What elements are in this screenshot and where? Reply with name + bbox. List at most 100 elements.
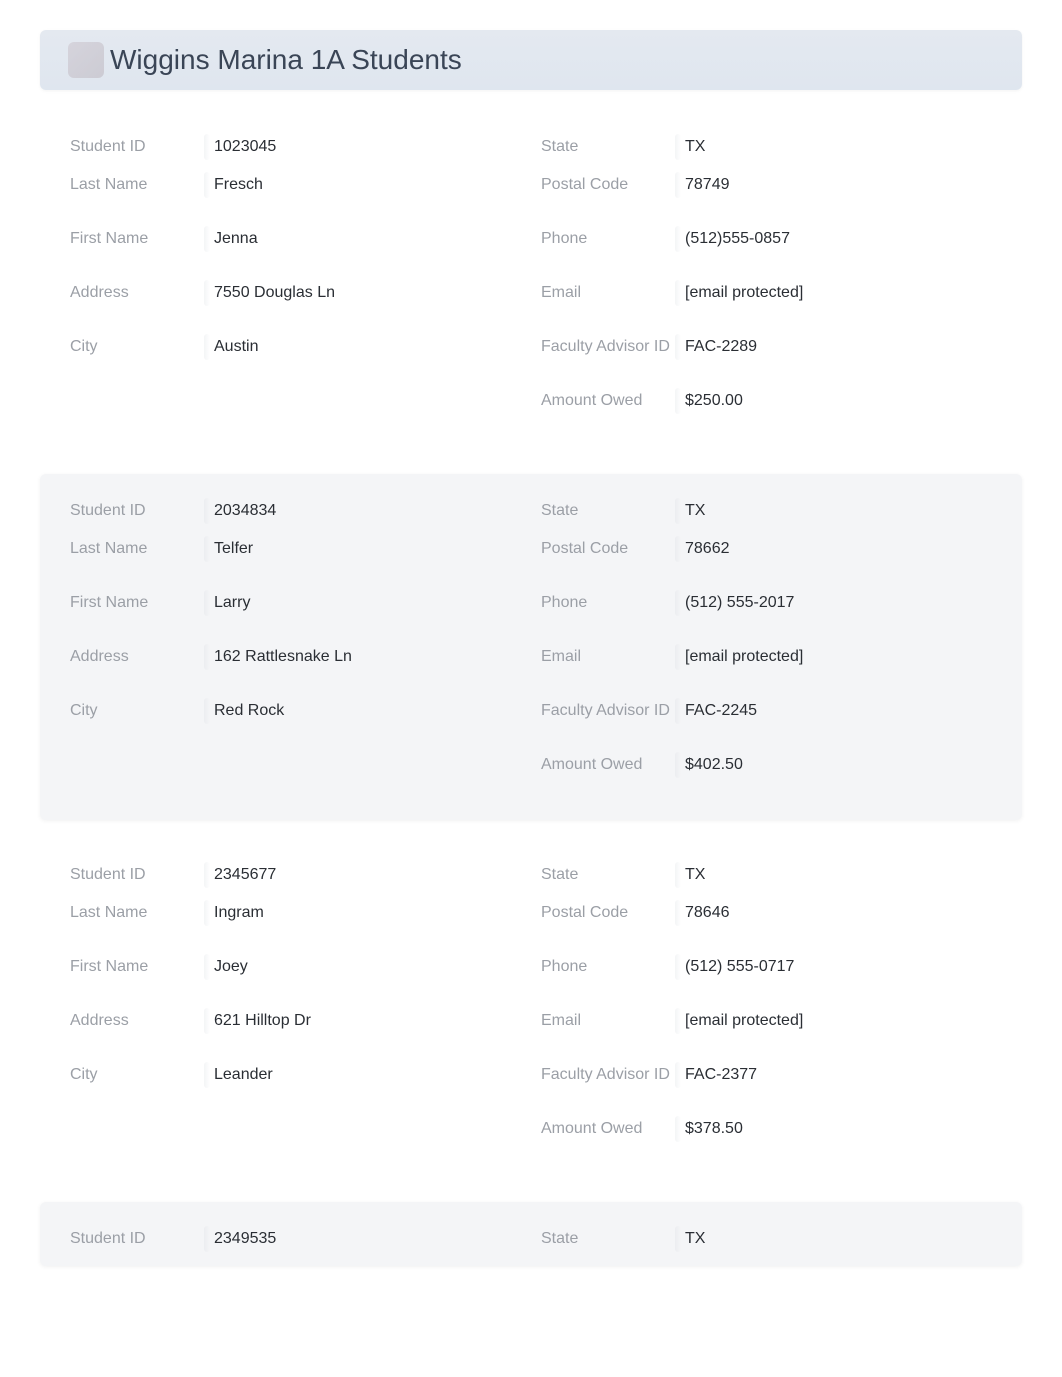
value-city: Leander [214, 1066, 521, 1084]
label-first-name: First Name [70, 958, 214, 976]
label-postal-code: Postal Code [541, 540, 685, 558]
field-student-id: Student ID 2034834 [70, 498, 521, 530]
value-state: TX [685, 1230, 992, 1248]
value-state: TX [685, 138, 992, 156]
value-last-name: Telfer [214, 540, 521, 558]
field-last-name: Last Name Fresch [70, 166, 521, 212]
value-faculty-advisor-id: FAC-2245 [685, 702, 992, 720]
field-first-name: First Name Joey [70, 940, 521, 994]
value-email: [email protected] [685, 284, 992, 302]
value-amount-owed: $402.50 [685, 756, 992, 774]
value-email: [email protected] [685, 1012, 992, 1030]
student-record: Student ID 2034834 Last Name Telfer Firs… [40, 474, 1022, 820]
field-email: Email [email protected] [541, 994, 992, 1048]
field-last-name: Last Name Telfer [70, 530, 521, 576]
field-student-id: Student ID 2345677 [70, 862, 521, 894]
value-phone: (512) 555-2017 [685, 594, 992, 612]
value-city: Austin [214, 338, 521, 356]
field-faculty-advisor-id: Faculty Advisor ID FAC-2245 [541, 684, 992, 738]
label-first-name: First Name [70, 230, 214, 248]
value-last-name: Fresch [214, 176, 521, 194]
value-student-id: 2345677 [214, 866, 521, 884]
label-last-name: Last Name [70, 176, 214, 194]
label-faculty-advisor-id: Faculty Advisor ID [541, 338, 685, 356]
record-right-column: State TX Postal Code 78646 Phone (512) 5… [541, 862, 992, 1156]
value-state: TX [685, 866, 992, 884]
label-first-name: First Name [70, 594, 214, 612]
field-faculty-advisor-id: Faculty Advisor ID FAC-2289 [541, 320, 992, 374]
value-address: 621 Hilltop Dr [214, 1012, 521, 1030]
value-amount-owed: $250.00 [685, 392, 992, 410]
label-faculty-advisor-id: Faculty Advisor ID [541, 1066, 685, 1084]
value-postal-code: 78646 [685, 904, 992, 922]
field-student-id: Student ID 2349535 [70, 1226, 521, 1258]
field-email: Email [email protected] [541, 266, 992, 320]
label-state: State [541, 866, 685, 884]
label-state: State [541, 138, 685, 156]
label-amount-owed: Amount Owed [541, 756, 685, 774]
value-faculty-advisor-id: FAC-2377 [685, 1066, 992, 1084]
label-faculty-advisor-id: Faculty Advisor ID [541, 702, 685, 720]
label-phone: Phone [541, 594, 685, 612]
value-state: TX [685, 502, 992, 520]
field-student-id: Student ID 1023045 [70, 134, 521, 166]
field-state: State TX [541, 862, 992, 894]
field-state: State TX [541, 498, 992, 530]
field-city: City Leander [70, 1048, 521, 1102]
field-postal-code: Postal Code 78646 [541, 894, 992, 940]
value-phone: (512) 555-0717 [685, 958, 992, 976]
header-icon [68, 42, 104, 78]
records-container: Student ID 1023045 Last Name Fresch Firs… [40, 110, 1022, 1266]
value-first-name: Joey [214, 958, 521, 976]
student-record: Student ID 1023045 Last Name Fresch Firs… [40, 110, 1022, 456]
value-email: [email protected] [685, 648, 992, 666]
value-student-id: 2034834 [214, 502, 521, 520]
record-right-column: State TX Postal Code 78662 Phone (512) 5… [541, 498, 992, 792]
label-student-id: Student ID [70, 866, 214, 884]
record-left-column: Student ID 2345677 Last Name Ingram Firs… [70, 862, 521, 1156]
label-last-name: Last Name [70, 540, 214, 558]
page-title: Wiggins Marina 1A Students [110, 44, 1002, 76]
value-amount-owed: $378.50 [685, 1120, 992, 1138]
label-city: City [70, 338, 214, 356]
field-phone: Phone (512) 555-2017 [541, 576, 992, 630]
record-left-column: Student ID 1023045 Last Name Fresch Firs… [70, 134, 521, 428]
label-postal-code: Postal Code [541, 904, 685, 922]
field-postal-code: Postal Code 78749 [541, 166, 992, 212]
student-record: Student ID 2345677 Last Name Ingram Firs… [40, 838, 1022, 1184]
value-address: 7550 Douglas Ln [214, 284, 521, 302]
field-address: Address 621 Hilltop Dr [70, 994, 521, 1048]
label-address: Address [70, 648, 214, 666]
page-header: Wiggins Marina 1A Students [40, 30, 1022, 90]
label-city: City [70, 1066, 214, 1084]
value-city: Red Rock [214, 702, 521, 720]
label-student-id: Student ID [70, 1230, 214, 1248]
label-state: State [541, 502, 685, 520]
field-amount-owed: Amount Owed $402.50 [541, 738, 992, 792]
label-amount-owed: Amount Owed [541, 392, 685, 410]
field-address: Address 7550 Douglas Ln [70, 266, 521, 320]
field-amount-owed: Amount Owed $378.50 [541, 1102, 992, 1156]
field-faculty-advisor-id: Faculty Advisor ID FAC-2377 [541, 1048, 992, 1102]
field-state: State TX [541, 134, 992, 166]
label-amount-owed: Amount Owed [541, 1120, 685, 1138]
value-phone: (512)555-0857 [685, 230, 992, 248]
field-state: State TX [541, 1226, 992, 1258]
field-phone: Phone (512) 555-0717 [541, 940, 992, 994]
record-left-column: Student ID 2349535 [70, 1226, 521, 1258]
record-right-column: State TX [541, 1226, 992, 1258]
field-city: City Red Rock [70, 684, 521, 738]
label-state: State [541, 1230, 685, 1248]
value-address: 162 Rattlesnake Ln [214, 648, 521, 666]
label-last-name: Last Name [70, 904, 214, 922]
field-first-name: First Name Larry [70, 576, 521, 630]
record-left-column: Student ID 2034834 Last Name Telfer Firs… [70, 498, 521, 792]
label-email: Email [541, 1012, 685, 1030]
label-phone: Phone [541, 230, 685, 248]
field-city: City Austin [70, 320, 521, 374]
label-address: Address [70, 284, 214, 302]
value-last-name: Ingram [214, 904, 521, 922]
value-student-id: 1023045 [214, 138, 521, 156]
value-postal-code: 78662 [685, 540, 992, 558]
value-first-name: Larry [214, 594, 521, 612]
